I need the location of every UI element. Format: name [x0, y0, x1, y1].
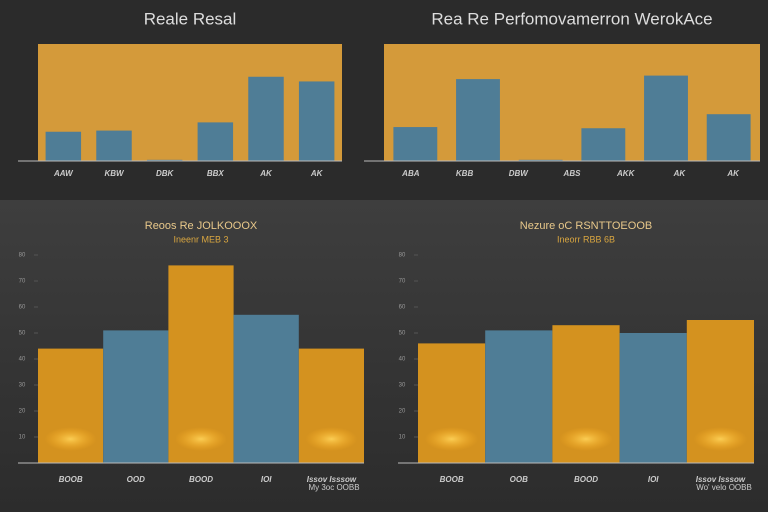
y-tick-label: 20 [399, 409, 406, 415]
x-tick-label: AK [673, 169, 687, 178]
chart-subtitle: Ineorr RBB 6B [557, 234, 615, 244]
bar [485, 330, 553, 463]
bar [96, 130, 132, 161]
chart-title: Rea Re Perfomovamerron WerokAce [431, 9, 712, 28]
x-tick-label: OOD [127, 475, 145, 484]
y-tick-label: 40 [399, 357, 406, 363]
x-tick-label: BOOB [59, 475, 83, 484]
y-tick-label: 60 [399, 305, 406, 311]
x-tick-label: BBX [207, 169, 225, 178]
bar [233, 314, 299, 463]
bar-glow [424, 427, 479, 451]
bar [298, 81, 335, 161]
x-tick-label: BOOD [574, 475, 598, 484]
bar-glow [174, 427, 228, 451]
x-tick-label: BOOD [189, 475, 213, 484]
x-tick-label: Issov Isssow [696, 475, 746, 484]
y-tick-label: 40 [19, 357, 26, 363]
x-tick-label: KBB [456, 169, 474, 178]
bar [706, 114, 751, 161]
y-tick-label: 20 [19, 409, 26, 415]
bar [103, 330, 169, 463]
x-tick-label: ABS [563, 169, 582, 178]
bar-glow [693, 427, 748, 451]
plot-background [38, 44, 342, 161]
bar-glow [559, 427, 613, 451]
bar [248, 76, 284, 161]
x-tick-label: AKK [616, 169, 636, 178]
y-tick-label: 80 [399, 253, 406, 259]
x-tick-label: AK [310, 169, 324, 178]
x-tick-label: KBW [104, 169, 125, 178]
x-tick-label: DBW [509, 169, 530, 178]
x-tick-label: ABA [401, 169, 420, 178]
y-tick-label: 30 [19, 383, 26, 389]
chart-subtitle: Ineenr MEB 3 [173, 234, 228, 244]
chart-footer: My 3oc OOBB [308, 483, 359, 492]
bar [644, 75, 688, 161]
y-tick-label: 70 [399, 279, 406, 285]
chart-title: Reoos Re JOLKOOOX [145, 220, 258, 232]
bar [581, 128, 626, 161]
bar [45, 131, 82, 161]
x-tick-label: AAW [53, 169, 74, 178]
bar-glow [305, 427, 358, 451]
y-tick-label: 70 [19, 279, 26, 285]
y-tick-label: 60 [19, 305, 26, 311]
y-tick-label: 80 [19, 253, 26, 259]
plot-background [384, 44, 760, 161]
x-tick-label: IOI [648, 475, 659, 484]
bar [146, 159, 183, 161]
x-tick-label: AK [259, 169, 273, 178]
bar [393, 127, 438, 161]
chart-footer: Wo' velo OOBB [696, 483, 752, 492]
chart-title: Nezure oC RSNTTOEOOB [520, 220, 652, 232]
y-tick-label: 10 [399, 435, 406, 441]
bar [456, 79, 500, 161]
y-tick-label: 30 [399, 383, 406, 389]
x-tick-label: OOB [510, 475, 528, 484]
bar-glow [44, 427, 97, 451]
x-tick-label: IOI [261, 475, 272, 484]
bar [518, 159, 563, 161]
y-tick-label: 50 [19, 331, 26, 337]
y-tick-label: 50 [399, 331, 406, 337]
x-tick-label: Issov Isssow [307, 475, 357, 484]
chart-title: Reale Resal [144, 9, 237, 28]
bar [197, 122, 234, 161]
bar [619, 333, 687, 463]
y-tick-label: 10 [19, 435, 26, 441]
x-tick-label: AK [726, 169, 740, 178]
x-tick-label: BOOB [440, 475, 464, 484]
x-tick-label: DBK [156, 169, 175, 178]
